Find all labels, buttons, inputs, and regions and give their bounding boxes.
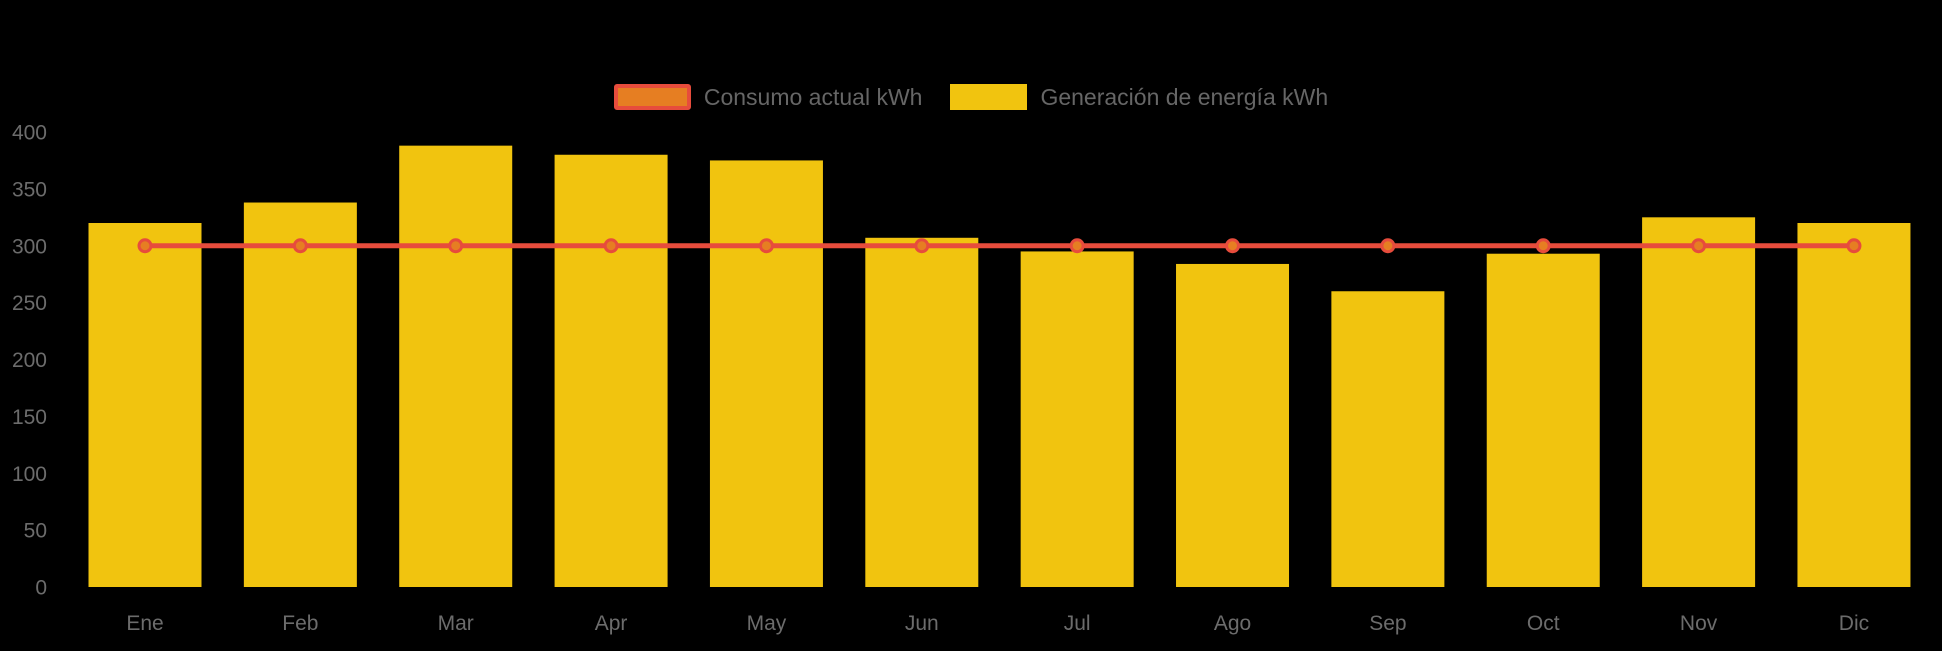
y-axis-label: 200 [12,349,47,372]
bar-jul[interactable] [1020,251,1134,587]
bar-apr[interactable] [554,154,668,587]
bar-ene[interactable] [88,223,202,587]
legend-swatch-generacion-icon [950,84,1028,110]
legend-item-generacion[interactable]: Generación de energía kWh [950,84,1328,110]
y-axis-label: 300 [12,235,47,258]
y-axis-label: 50 [24,520,47,543]
x-axis-label-nov: Nov [1680,612,1718,635]
bar-nov[interactable] [1642,217,1756,587]
point-ago[interactable] [1225,238,1241,254]
legend-swatch-consumo-icon [613,84,691,110]
bar-feb[interactable] [243,202,357,587]
x-axis-label-may: May [747,612,787,635]
bar-sep[interactable] [1331,291,1445,587]
point-may[interactable] [758,238,774,254]
bar-dic[interactable] [1797,223,1911,587]
legend-item-consumo[interactable]: Consumo actual kWh [613,84,923,110]
point-feb[interactable] [292,238,308,254]
x-axis-label-ene: Ene [126,612,163,635]
legend-label-generacion: Generación de energía kWh [1040,84,1329,110]
x-axis-label-mar: Mar [438,612,474,635]
point-nov[interactable] [1691,238,1707,254]
point-dic[interactable] [1846,238,1862,254]
point-jul[interactable] [1069,238,1085,254]
point-jun[interactable] [914,238,930,254]
y-axis-label: 350 [12,178,47,201]
point-mar[interactable] [448,238,464,254]
x-axis-label-jul: Jul [1064,612,1091,635]
x-axis-label-feb: Feb [282,612,318,635]
legend-label-consumo: Consumo actual kWh [703,84,923,110]
x-axis-label-apr: Apr [595,612,628,635]
point-ene[interactable] [137,238,153,254]
y-axis-label: 250 [12,292,47,315]
point-sep[interactable] [1380,238,1396,254]
y-axis-label: 100 [12,463,47,486]
x-axis-label-sep: Sep [1369,612,1406,635]
bar-may[interactable] [709,160,823,587]
y-axis-label: 0 [35,577,47,600]
bar-oct[interactable] [1486,253,1600,587]
chart-legend: Consumo actual kWh Generación de energía… [0,84,1942,110]
bar-mar[interactable] [399,145,513,587]
x-axis-label-ago: Ago [1214,612,1251,635]
bar-jun[interactable] [865,237,979,587]
x-axis-label-jun: Jun [905,612,939,635]
y-axis-label: 150 [12,406,47,429]
bar-ago[interactable] [1176,263,1290,587]
y-axis-label: 400 [12,122,47,145]
x-axis-label-dic: Dic [1839,612,1869,635]
point-apr[interactable] [603,238,619,254]
x-axis-label-oct: Oct [1527,612,1560,635]
point-oct[interactable] [1535,238,1551,254]
